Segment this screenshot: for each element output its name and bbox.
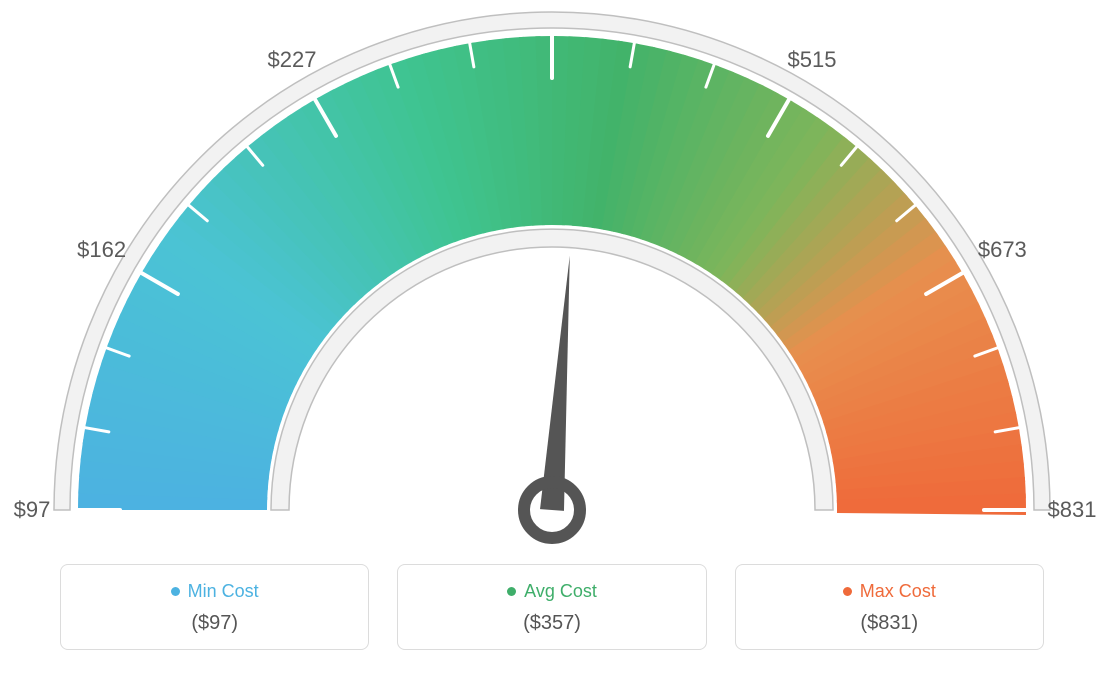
dot-icon (171, 587, 180, 596)
min-cost-title: Min Cost (171, 581, 259, 602)
min-cost-card: Min Cost ($97) (60, 564, 369, 650)
gauge-svg (0, 0, 1104, 560)
dot-icon (507, 587, 516, 596)
gauge-tick-label: $227 (268, 47, 317, 73)
cost-gauge: $97 $162 $227 $357 $515 $673 $831 (0, 0, 1104, 560)
gauge-tick-label: $97 (14, 497, 51, 523)
min-cost-value: ($97) (61, 612, 368, 635)
max-cost-label: Max Cost (860, 581, 936, 602)
min-cost-label: Min Cost (188, 581, 259, 602)
max-cost-card: Max Cost ($831) (735, 564, 1044, 650)
gauge-tick-label: $673 (978, 237, 1027, 263)
dot-icon (843, 587, 852, 596)
max-cost-title: Max Cost (843, 581, 936, 602)
avg-cost-title: Avg Cost (507, 581, 597, 602)
gauge-tick-label: $831 (1048, 497, 1097, 523)
avg-cost-card: Avg Cost ($357) (397, 564, 706, 650)
gauge-tick-label: $162 (77, 237, 126, 263)
gauge-tick-label: $357 (528, 0, 577, 3)
avg-cost-label: Avg Cost (524, 581, 597, 602)
avg-cost-value: ($357) (398, 612, 705, 635)
gauge-tick-label: $515 (788, 47, 837, 73)
summary-cards: Min Cost ($97) Avg Cost ($357) Max Cost … (60, 564, 1044, 650)
max-cost-value: ($831) (736, 612, 1043, 635)
